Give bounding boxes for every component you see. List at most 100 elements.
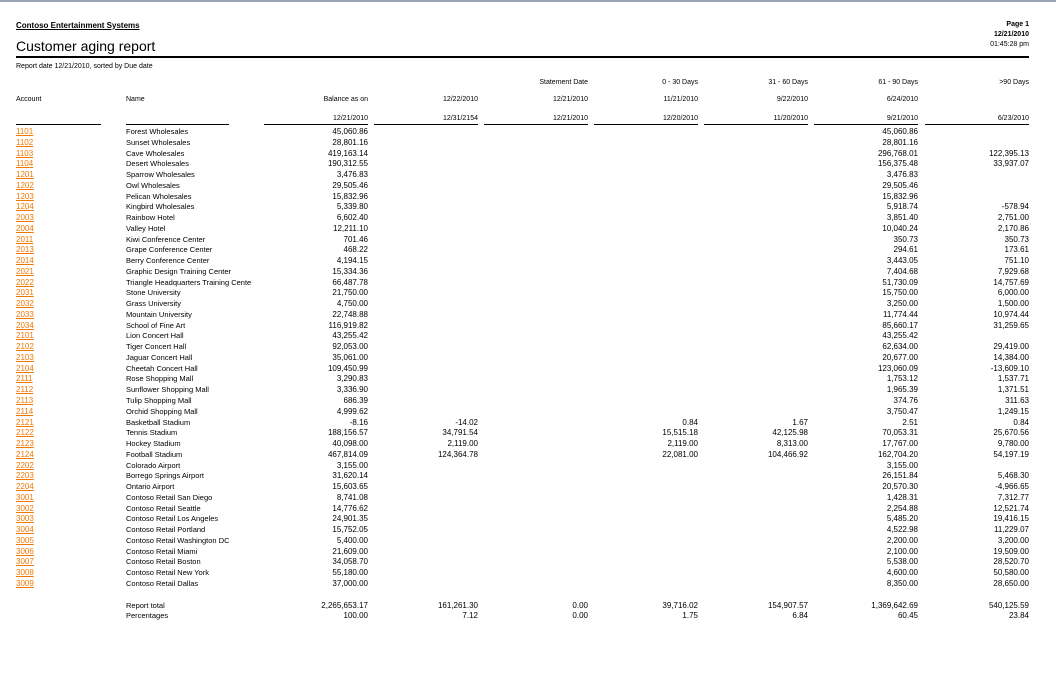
customer-name: Pelican Wholesales <box>126 191 192 201</box>
amount-balance: 14,776.62 <box>332 503 368 513</box>
account-link[interactable]: 3005 <box>16 535 34 545</box>
account-link[interactable]: 2103 <box>16 352 34 362</box>
amount-c6: 6,000.00 <box>997 288 1029 298</box>
header-underline <box>704 124 808 125</box>
amount-c6: 0.84 <box>1013 417 1029 427</box>
amount-c1: -14.02 <box>455 417 478 427</box>
customer-name: Mountain University <box>126 309 192 319</box>
account-link[interactable]: 2113 <box>16 396 34 405</box>
account-link[interactable]: 2014 <box>16 256 34 266</box>
account-link[interactable]: 1201 <box>16 170 34 180</box>
amount-c6: 350.73 <box>1004 234 1029 244</box>
amount-c1: 124,364.78 <box>437 449 478 459</box>
amount-c1: 161,261.30 <box>437 601 478 610</box>
table-row: 2022 Triangle Headquarters Training Cente… <box>0 278 1056 288</box>
account-link[interactable]: 2031 <box>16 288 34 298</box>
header-underline <box>126 124 229 125</box>
header-c2-label: Statement Date <box>539 79 588 86</box>
amount-c6: -578.94 <box>1001 202 1029 212</box>
customer-name: Orchid Shopping Mall <box>126 406 198 416</box>
customer-name: Contoso Retail Miami <box>126 546 198 556</box>
account-link[interactable]: 3009 <box>16 578 34 588</box>
account-link[interactable]: 2032 <box>16 299 34 309</box>
amount-c4: 6.84 <box>792 611 808 620</box>
account-link[interactable]: 1101 <box>16 127 34 136</box>
account-link[interactable]: 2122 <box>16 428 34 438</box>
account-link[interactable]: 1202 <box>16 180 34 190</box>
table-row: 2033 Mountain University 22,748.88 11,774.4… <box>0 310 1056 320</box>
totals-row: Report total 2,265,653.17 161,261.30 0.00 39… <box>0 601 1056 611</box>
customer-name: Sunflower Shopping Mall <box>126 385 209 395</box>
account-link[interactable]: 1204 <box>16 202 34 212</box>
account-link[interactable]: 2034 <box>16 320 34 330</box>
amount-c6: 19,416.15 <box>993 514 1029 524</box>
amount-c5: 2.51 <box>902 417 918 427</box>
account-link[interactable]: 3006 <box>16 546 34 556</box>
account-link[interactable]: 2123 <box>16 439 34 449</box>
account-link[interactable]: 2022 <box>16 277 34 287</box>
account-link[interactable]: 2121 <box>16 417 34 427</box>
table-row: 2013 Grape Conference Center 468.22 294.61 1… <box>0 245 1056 255</box>
header-c2-to: 12/21/2010 <box>552 115 588 122</box>
amount-balance: 6,602.40 <box>336 213 368 223</box>
account-link[interactable]: 2202 <box>16 460 34 470</box>
account-link[interactable]: 1103 <box>16 148 34 158</box>
account-link[interactable]: 3001 <box>16 492 34 502</box>
account-link[interactable]: 2011 <box>16 234 34 244</box>
table-row: 2104 Cheetah Concert Hall 109,450.99 123,06… <box>0 364 1056 374</box>
account-link[interactable]: 2021 <box>16 266 34 276</box>
customer-name: School of Fine Art <box>126 320 186 330</box>
account-link[interactable]: 2114 <box>16 406 34 416</box>
account-link[interactable]: 1104 <box>16 159 34 169</box>
account-link[interactable]: 2112 <box>16 385 34 395</box>
account-link[interactable]: 3008 <box>16 568 34 578</box>
account-link[interactable]: 2102 <box>16 342 34 352</box>
amount-c5: 296,768.01 <box>877 148 918 158</box>
account-link[interactable]: 2033 <box>16 309 34 319</box>
amount-balance: 21,609.00 <box>332 546 368 556</box>
account-link[interactable]: 1203 <box>16 191 34 201</box>
account-link[interactable]: 3002 <box>16 503 34 513</box>
amount-c1: 2,119.00 <box>447 439 478 449</box>
customer-name: Tennis Stadium <box>126 428 178 438</box>
account-link[interactable]: 3004 <box>16 525 34 535</box>
amount-c3: 0.84 <box>682 417 698 427</box>
customer-name: Sparrow Wholesales <box>126 170 195 180</box>
table-row: 1101 Forest Wholesales 45,060.86 45,060.86 <box>0 127 1056 137</box>
account-link[interactable]: 2124 <box>16 449 34 459</box>
amount-c5: 1,753.12 <box>886 374 918 384</box>
amount-c6: 11,229.07 <box>994 525 1029 535</box>
account-link[interactable]: 2003 <box>16 213 34 223</box>
amount-c6: 7,312.77 <box>997 492 1029 502</box>
amount-balance: 15,752.05 <box>332 525 368 535</box>
customer-name: Kiwi Conference Center <box>126 234 206 244</box>
header-c6-label: >90 Days <box>999 79 1029 86</box>
account-link[interactable]: 2004 <box>16 223 34 233</box>
account-link[interactable]: 2203 <box>16 471 34 481</box>
account-link[interactable]: 2104 <box>16 363 34 373</box>
amount-c5: 26,151.84 <box>882 471 918 481</box>
amount-c4: 1.67 <box>792 417 808 427</box>
amount-c1: 7.12 <box>462 611 478 620</box>
amount-balance: 467,814.09 <box>327 449 368 459</box>
account-link[interactable]: 3003 <box>16 514 34 524</box>
header-c4-to: 11/20/2010 <box>773 115 808 122</box>
account-link[interactable]: 3007 <box>16 557 34 567</box>
header-c4-from: 9/22/2010 <box>776 96 808 103</box>
amount-c6: 2,751.00 <box>997 213 1029 223</box>
customer-name: Lion Concert Hall <box>126 331 184 341</box>
account-link[interactable]: 2111 <box>16 374 33 384</box>
table-row: 2113 Tulip Shopping Mall 686.39 374.76 311.6… <box>0 396 1056 406</box>
table-row: 1201 Sparrow Wholesales 3,476.83 3,476.83 <box>0 170 1056 180</box>
account-link[interactable]: 1102 <box>16 137 34 147</box>
amount-c5: 15,750.00 <box>882 288 918 298</box>
amount-c5: 85,660.17 <box>882 320 918 330</box>
amount-c6: -13,609.10 <box>990 363 1029 373</box>
account-link[interactable]: 2101 <box>16 331 34 341</box>
table-row: 3008 Contoso Retail New York 55,180.00 4,60… <box>0 568 1056 578</box>
amount-c6: 1,500.00 <box>997 299 1029 309</box>
account-link[interactable]: 2204 <box>16 482 34 492</box>
table-row: 2031 Stone University 21,750.00 15,750.00 6,… <box>0 288 1056 298</box>
account-link[interactable]: 2013 <box>16 245 34 255</box>
customer-name: Owl Wholesales <box>126 180 180 190</box>
